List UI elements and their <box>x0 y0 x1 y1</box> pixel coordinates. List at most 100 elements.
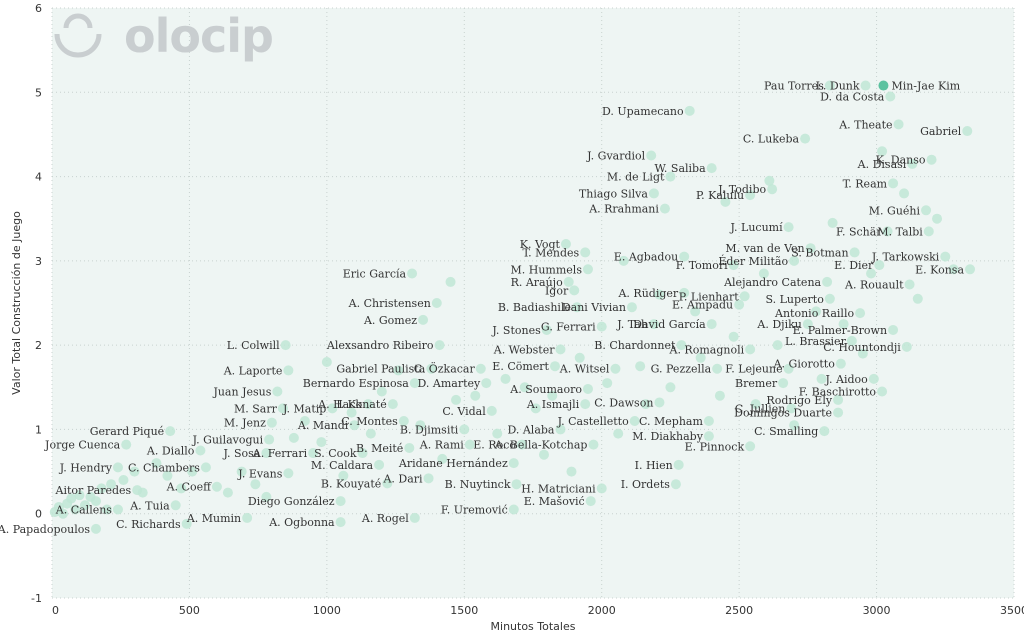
data-point[interactable] <box>547 390 558 401</box>
data-point[interactable] <box>349 420 360 431</box>
data-point[interactable] <box>833 394 844 405</box>
data-point[interactable] <box>508 458 519 469</box>
data-point[interactable] <box>165 426 176 437</box>
data-point[interactable] <box>921 205 932 216</box>
data-point[interactable] <box>824 80 835 91</box>
data-point[interactable] <box>673 459 684 470</box>
data-point[interactable] <box>833 407 844 418</box>
data-point[interactable] <box>665 382 676 393</box>
data-point[interactable] <box>610 363 621 374</box>
data-point[interactable] <box>703 416 714 426</box>
data-point[interactable] <box>816 373 827 384</box>
data-point[interactable] <box>574 352 585 363</box>
data-point[interactable] <box>728 260 739 271</box>
data-point[interactable] <box>70 504 81 515</box>
data-point[interactable] <box>566 466 577 477</box>
data-point[interactable] <box>800 133 811 144</box>
data-point[interactable] <box>857 348 868 359</box>
data-point[interactable] <box>121 439 132 450</box>
data-point[interactable] <box>965 264 976 275</box>
data-point[interactable] <box>101 504 112 515</box>
data-point[interactable] <box>728 331 739 342</box>
data-point[interactable] <box>176 483 187 494</box>
data-point[interactable] <box>434 340 445 351</box>
data-point[interactable] <box>714 390 725 401</box>
data-point[interactable] <box>288 432 299 443</box>
data-point[interactable] <box>676 340 687 351</box>
data-point[interactable] <box>181 518 192 529</box>
data-point[interactable] <box>74 490 85 501</box>
data-point[interactable] <box>654 289 665 300</box>
data-point[interactable] <box>654 397 665 408</box>
data-point[interactable] <box>901 341 912 352</box>
data-point[interactable] <box>580 399 591 410</box>
data-point[interactable] <box>877 386 888 397</box>
data-point[interactable] <box>849 247 860 258</box>
data-point[interactable] <box>222 487 233 498</box>
data-point[interactable] <box>409 378 420 389</box>
data-point[interactable] <box>382 478 393 489</box>
data-point[interactable] <box>415 420 426 431</box>
data-point[interactable] <box>423 473 434 484</box>
data-point[interactable] <box>555 424 566 435</box>
data-point[interactable] <box>200 462 211 473</box>
data-point[interactable] <box>640 399 651 410</box>
data-point[interactable] <box>357 448 368 459</box>
data-point[interactable] <box>137 487 148 498</box>
data-point[interactable] <box>316 437 327 448</box>
data-point[interactable] <box>517 439 528 450</box>
data-point[interactable] <box>712 363 723 374</box>
data-point[interactable] <box>266 417 277 428</box>
data-point[interactable] <box>585 496 596 507</box>
data-point[interactable] <box>195 445 206 456</box>
data-point[interactable] <box>940 251 951 262</box>
data-point[interactable] <box>745 190 756 201</box>
data-point[interactable] <box>211 481 222 492</box>
data-point[interactable] <box>555 344 566 355</box>
data-point[interactable] <box>242 512 253 523</box>
data-point[interactable] <box>734 299 745 310</box>
data-point[interactable] <box>112 504 123 515</box>
data-point[interactable] <box>407 268 418 279</box>
data-point[interactable] <box>451 394 462 405</box>
data-point[interactable] <box>363 399 374 410</box>
data-point[interactable] <box>426 363 437 374</box>
data-point[interactable] <box>948 264 959 275</box>
data-point[interactable] <box>299 416 310 426</box>
data-point[interactable] <box>907 158 918 169</box>
data-point[interactable] <box>855 308 866 319</box>
data-point[interactable] <box>530 403 541 414</box>
data-point[interactable] <box>745 344 756 355</box>
data-point[interactable] <box>646 150 657 161</box>
data-point[interactable] <box>90 496 101 507</box>
data-point[interactable] <box>118 475 129 485</box>
data-point[interactable] <box>560 239 571 249</box>
data-point[interactable] <box>926 154 937 165</box>
data-point[interactable] <box>596 483 607 494</box>
data-point[interactable] <box>932 213 943 224</box>
data-point[interactable] <box>670 479 681 490</box>
highlighted-data-point[interactable] <box>878 80 889 91</box>
data-point[interactable] <box>365 428 376 439</box>
data-point[interactable] <box>272 386 283 397</box>
data-point[interactable] <box>571 302 582 313</box>
data-point[interactable] <box>695 352 706 363</box>
data-point[interactable] <box>750 399 761 410</box>
data-point[interactable] <box>418 314 429 325</box>
data-point[interactable] <box>277 403 288 414</box>
data-point[interactable] <box>475 363 486 374</box>
data-point[interactable] <box>613 428 624 439</box>
data-point[interactable] <box>962 126 973 137</box>
data-point[interactable] <box>789 255 800 266</box>
data-point[interactable] <box>758 268 769 279</box>
data-point[interactable] <box>868 373 879 384</box>
data-point[interactable] <box>261 491 272 502</box>
data-point[interactable] <box>57 508 68 519</box>
data-point[interactable] <box>739 291 750 302</box>
data-point[interactable] <box>500 373 511 384</box>
data-point[interactable] <box>805 243 816 254</box>
data-point[interactable] <box>187 466 198 477</box>
data-point[interactable] <box>874 260 885 271</box>
data-point[interactable] <box>264 434 275 445</box>
data-point[interactable] <box>580 247 591 258</box>
